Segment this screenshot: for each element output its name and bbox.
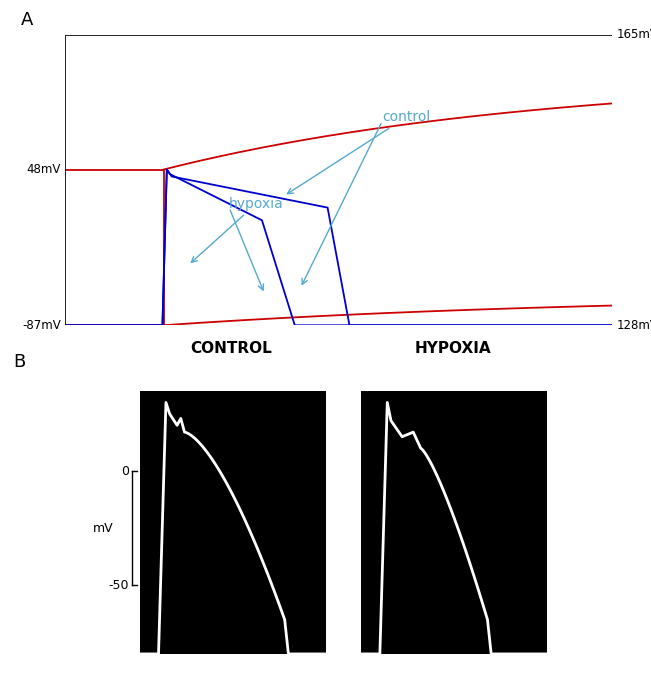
Text: -87mV: -87mV [22,319,61,331]
Text: 128mV: 128mV [616,319,651,331]
Text: 165mV: 165mV [616,28,651,41]
Text: A: A [21,11,34,29]
Text: hypoxia: hypoxia [191,197,284,262]
Text: control: control [288,110,430,194]
Text: CONTROL: CONTROL [190,341,272,356]
Text: mV: mV [92,522,113,535]
Text: -50: -50 [109,579,129,592]
Text: 0: 0 [121,464,129,477]
Text: 48mV: 48mV [26,163,61,176]
Text: HYPOXIA: HYPOXIA [414,341,491,356]
Text: B: B [13,353,25,371]
